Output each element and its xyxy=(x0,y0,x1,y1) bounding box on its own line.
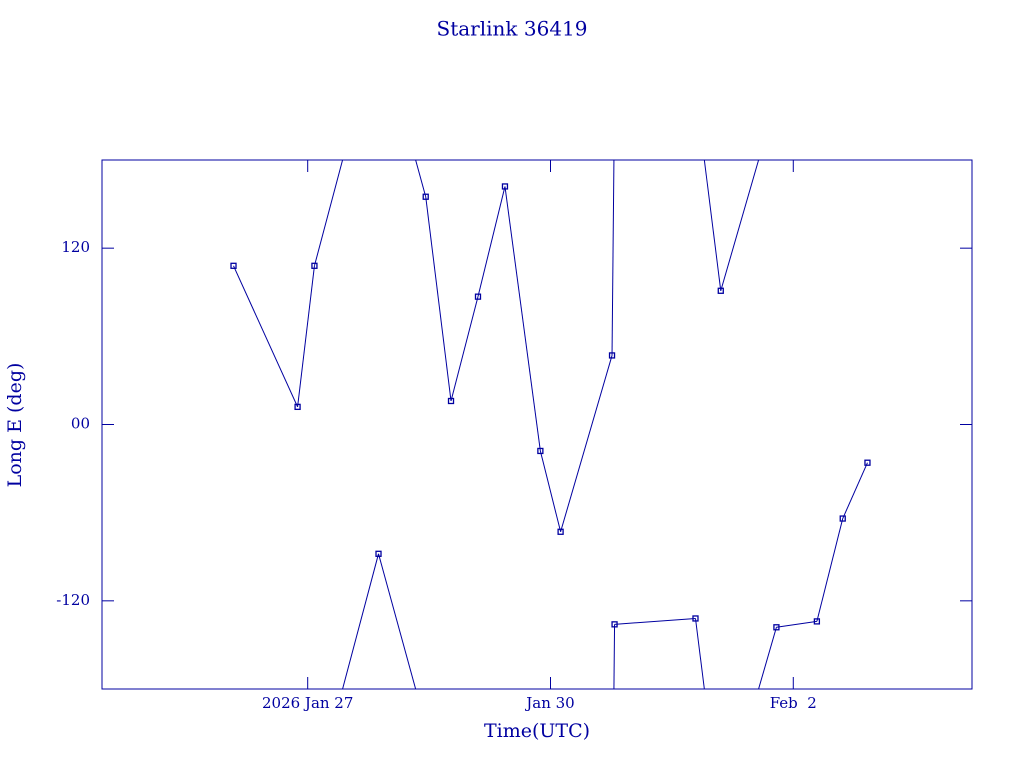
point-marker xyxy=(773,624,780,631)
line-segment xyxy=(614,617,696,625)
line-segment xyxy=(842,462,868,519)
line-segment xyxy=(342,553,379,690)
line-segment xyxy=(758,627,777,690)
point-marker xyxy=(311,262,318,269)
y-tick-label: -120 xyxy=(56,591,90,609)
line-segment xyxy=(477,186,506,297)
line-segment xyxy=(504,186,541,452)
point-marker xyxy=(230,262,237,269)
y-axis-label: Long E (deg) xyxy=(4,363,26,488)
point-marker xyxy=(717,287,724,294)
point-marker xyxy=(422,193,429,200)
line-segment xyxy=(816,518,844,622)
line-segment xyxy=(233,265,299,408)
line-segment xyxy=(297,265,315,407)
line-segment xyxy=(613,624,616,690)
line-segment xyxy=(611,159,615,356)
x-tick-label: 2026 Jan 27 xyxy=(262,694,353,712)
line-segment xyxy=(703,159,722,291)
chart-title: Starlink 36419 xyxy=(437,17,588,41)
line-segment xyxy=(415,159,427,197)
line-segment xyxy=(560,355,613,532)
point-marker xyxy=(537,447,544,455)
point-marker xyxy=(557,528,564,535)
point-marker xyxy=(608,352,616,359)
point-marker xyxy=(813,618,821,625)
line-segment xyxy=(313,159,344,266)
point-marker xyxy=(864,459,871,466)
point-marker xyxy=(474,293,482,300)
y-tick-label: 00 xyxy=(71,415,90,433)
point-marker xyxy=(692,615,699,622)
line-segment xyxy=(425,196,452,402)
y-tick-label: 120 xyxy=(61,238,90,256)
line-segment xyxy=(539,450,562,532)
point-marker xyxy=(501,183,509,190)
point-marker xyxy=(447,397,455,405)
line-segment xyxy=(450,296,479,402)
line-segment xyxy=(776,620,817,628)
x-tick-label: Feb 2 xyxy=(770,694,817,712)
point-marker xyxy=(375,550,382,557)
point-marker xyxy=(839,515,846,522)
x-axis-label: Time(UTC) xyxy=(484,720,590,742)
point-marker xyxy=(294,403,301,411)
point-marker xyxy=(611,621,618,628)
line-segment xyxy=(378,553,417,690)
x-tick-label: Jan 30 xyxy=(524,694,574,712)
line-segment xyxy=(720,159,760,291)
line-segment xyxy=(694,618,705,690)
